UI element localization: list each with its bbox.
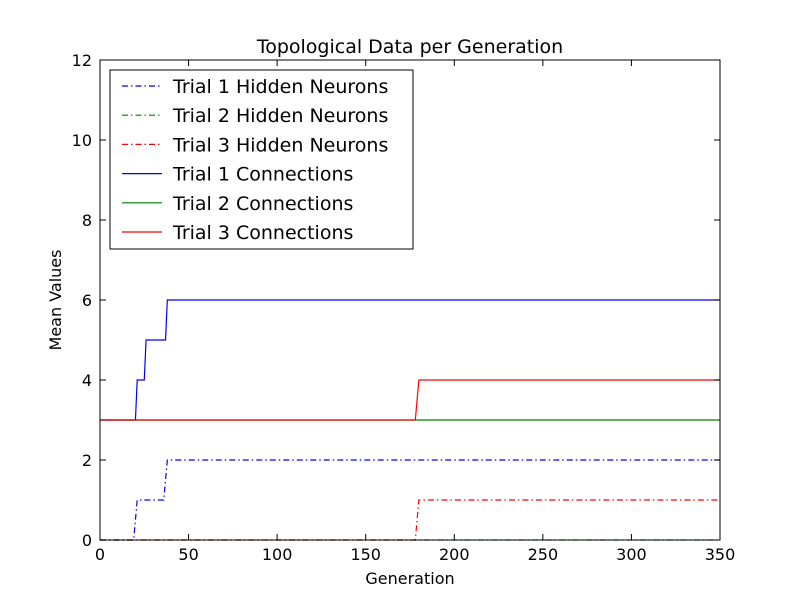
series-line-3 <box>100 499 720 541</box>
legend-label: Trial 2 Connections <box>172 193 353 215</box>
y-tick-label: 0 <box>82 531 92 550</box>
axis-ticks: 0 50 100 150 200 250 300 350 0 2 4 6 8 10 12 <box>72 51 736 564</box>
y-tick-label: 2 <box>82 451 92 470</box>
x-tick-label: 150 <box>350 545 381 564</box>
y-tick-label: 12 <box>72 51 92 70</box>
x-tick-label: 100 <box>262 545 293 564</box>
series-line-6 <box>100 379 720 421</box>
legend: Trial 1 Hidden Neurons Trial 2 Hidden Neu… <box>109 69 414 250</box>
x-tick-label: 350 <box>705 545 736 564</box>
y-tick-label: 8 <box>82 211 92 230</box>
y-tick-label: 4 <box>82 371 92 390</box>
chart-title: Topological Data per Generation <box>256 36 563 58</box>
y-tick-label: 6 <box>82 291 92 310</box>
legend-label: Trial 3 Connections <box>172 222 353 244</box>
x-axis-label: Generation <box>365 569 454 588</box>
legend-label: Trial 1 Connections <box>172 164 353 186</box>
x-tick-label: 300 <box>616 545 647 564</box>
legend-label: Trial 2 Hidden Neurons <box>172 105 388 127</box>
y-axis-label: Mean Values <box>46 250 65 351</box>
legend-box <box>109 69 414 250</box>
legend-label: Trial 1 Hidden Neurons <box>172 76 388 98</box>
series-line-4 <box>100 299 720 421</box>
x-tick-label: 50 <box>178 545 198 564</box>
x-tick-label: 200 <box>439 545 470 564</box>
legend-label: Trial 3 Hidden Neurons <box>172 134 388 156</box>
series-lines <box>100 299 720 541</box>
x-tick-label: 250 <box>528 545 559 564</box>
x-tick-label: 0 <box>95 545 105 564</box>
y-tick-label: 10 <box>72 131 92 150</box>
